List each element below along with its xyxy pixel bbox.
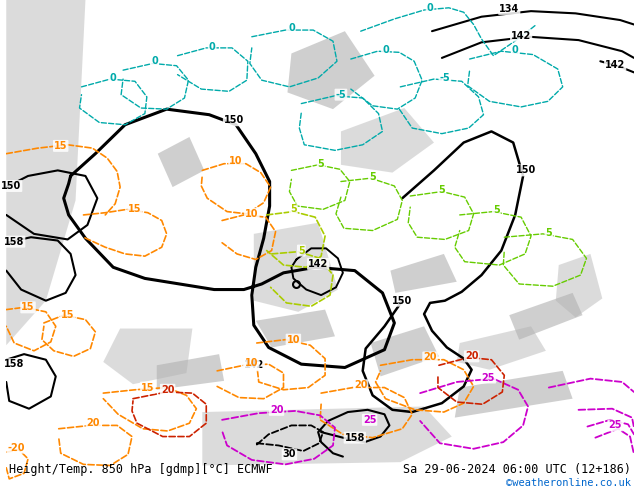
Text: 150: 150 <box>224 115 244 125</box>
Text: 158: 158 <box>4 359 24 369</box>
Text: 10: 10 <box>287 335 300 344</box>
Text: 20: 20 <box>270 405 283 415</box>
Text: 142: 142 <box>605 60 625 70</box>
Text: 158: 158 <box>345 433 365 442</box>
Text: 5: 5 <box>318 159 325 169</box>
Text: 5: 5 <box>369 172 376 182</box>
Text: Sa 29-06-2024 06:00 UTC (12+186): Sa 29-06-2024 06:00 UTC (12+186) <box>403 463 631 475</box>
Text: 5: 5 <box>493 205 500 216</box>
Text: 150: 150 <box>392 295 413 306</box>
Text: 5: 5 <box>545 228 552 238</box>
Text: -5: -5 <box>335 90 346 99</box>
Text: 158: 158 <box>4 237 24 246</box>
Text: 20: 20 <box>465 351 479 361</box>
Text: 5: 5 <box>298 245 305 256</box>
Polygon shape <box>456 326 546 370</box>
Text: 30: 30 <box>283 449 296 459</box>
Polygon shape <box>287 31 375 109</box>
Polygon shape <box>254 223 338 312</box>
Text: -5: -5 <box>439 73 450 83</box>
Text: 25: 25 <box>363 415 377 425</box>
Text: 134: 134 <box>499 4 519 14</box>
Text: 0: 0 <box>382 45 389 55</box>
Text: 25: 25 <box>482 372 495 383</box>
Polygon shape <box>6 0 86 345</box>
Text: 5: 5 <box>290 204 297 214</box>
Text: -20: -20 <box>8 442 25 453</box>
Text: 0: 0 <box>288 23 295 33</box>
Polygon shape <box>455 371 573 417</box>
Text: 15: 15 <box>128 204 142 214</box>
Text: 20: 20 <box>161 385 174 395</box>
Text: 142: 142 <box>243 360 264 370</box>
Text: 142: 142 <box>308 259 328 269</box>
Text: 0: 0 <box>512 45 519 55</box>
Text: 0: 0 <box>110 73 117 83</box>
Text: 15: 15 <box>141 383 155 392</box>
Text: 10: 10 <box>245 209 259 219</box>
Text: 15: 15 <box>61 310 74 320</box>
Polygon shape <box>556 254 602 318</box>
Polygon shape <box>202 407 452 466</box>
Polygon shape <box>157 354 224 390</box>
Text: 25: 25 <box>609 420 622 430</box>
Polygon shape <box>509 293 583 340</box>
Text: 20: 20 <box>424 352 437 363</box>
Text: Height/Temp. 850 hPa [gdmp][°C] ECMWF: Height/Temp. 850 hPa [gdmp][°C] ECMWF <box>10 463 273 475</box>
Text: 0: 0 <box>427 3 434 13</box>
Text: 0: 0 <box>152 56 158 66</box>
Polygon shape <box>391 254 456 293</box>
Text: 150: 150 <box>1 181 22 191</box>
Text: 20: 20 <box>87 418 100 428</box>
Text: ©weatheronline.co.uk: ©weatheronline.co.uk <box>506 478 631 488</box>
Text: 150: 150 <box>516 166 536 175</box>
Text: 0: 0 <box>209 42 216 52</box>
Polygon shape <box>256 310 335 347</box>
Text: 10: 10 <box>245 358 259 368</box>
Polygon shape <box>103 328 192 384</box>
Text: 5: 5 <box>439 185 445 196</box>
Text: 142: 142 <box>511 31 531 41</box>
Text: 20: 20 <box>354 380 368 391</box>
Text: 15: 15 <box>22 302 35 312</box>
Text: 10: 10 <box>230 156 243 167</box>
Text: 15: 15 <box>54 141 67 151</box>
Polygon shape <box>341 108 434 172</box>
Polygon shape <box>158 137 204 187</box>
Polygon shape <box>371 326 439 376</box>
